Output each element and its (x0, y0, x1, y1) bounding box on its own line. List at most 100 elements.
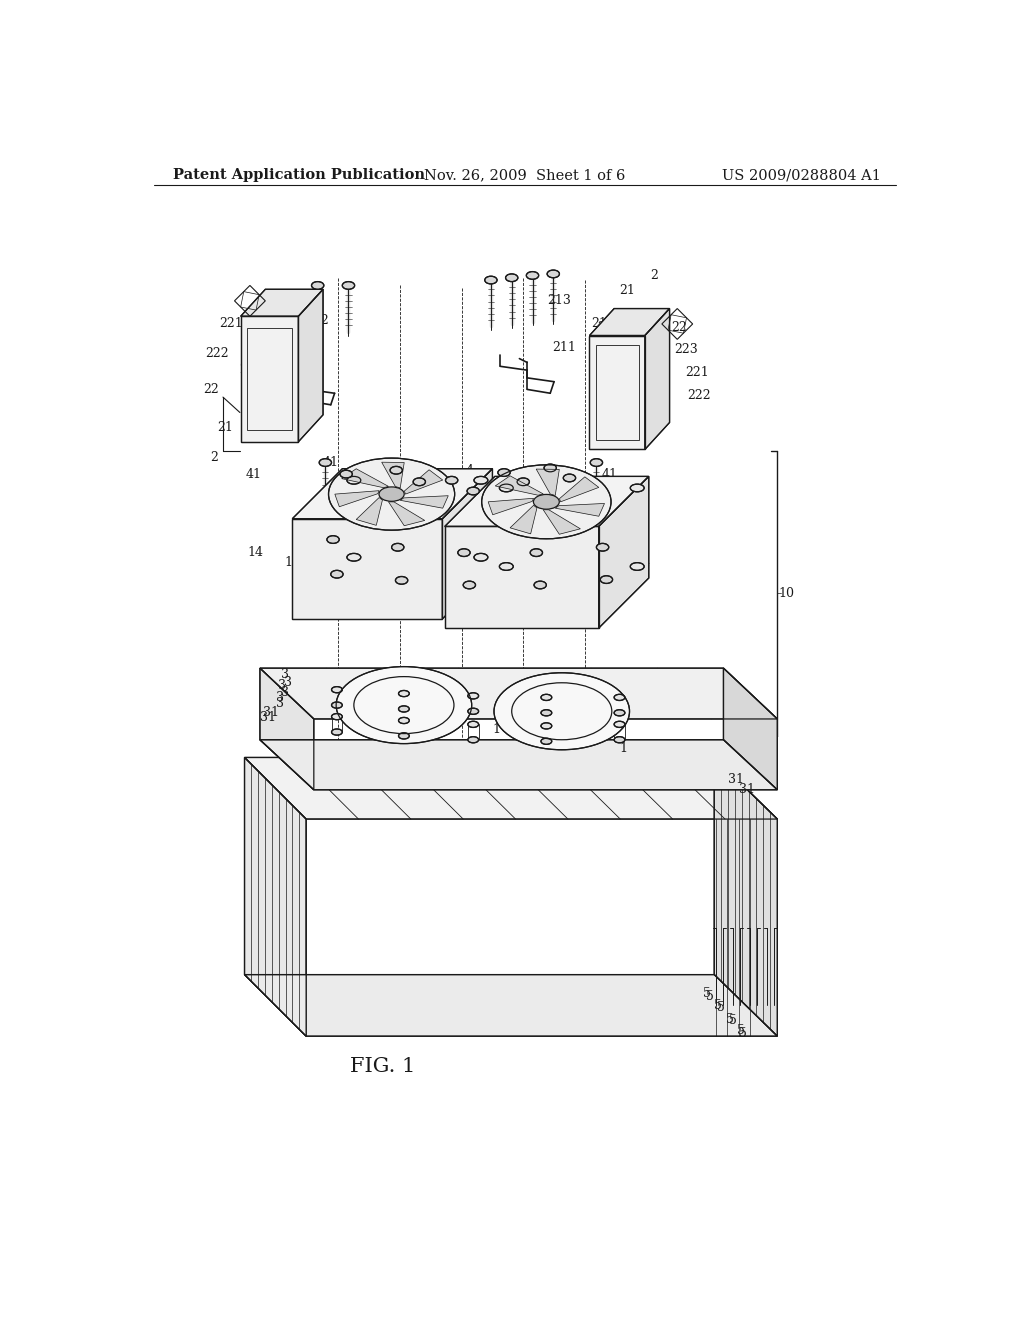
Polygon shape (260, 739, 777, 789)
Ellipse shape (463, 581, 475, 589)
Text: 5: 5 (717, 1001, 725, 1014)
Text: 1: 1 (620, 742, 628, 755)
Ellipse shape (413, 478, 425, 486)
Ellipse shape (468, 693, 478, 700)
Text: 2: 2 (210, 450, 218, 463)
Text: 31: 31 (736, 777, 753, 791)
Text: 41: 41 (524, 506, 541, 519)
Ellipse shape (600, 576, 612, 583)
Ellipse shape (398, 706, 410, 711)
Ellipse shape (631, 484, 644, 492)
Ellipse shape (347, 477, 360, 484)
Text: 212: 212 (606, 329, 630, 342)
Text: 13: 13 (535, 574, 551, 587)
Polygon shape (599, 477, 649, 628)
Polygon shape (404, 470, 442, 494)
Text: 31: 31 (727, 768, 743, 781)
Ellipse shape (332, 729, 342, 735)
Polygon shape (724, 668, 777, 789)
Text: 5: 5 (729, 1014, 736, 1027)
Ellipse shape (614, 737, 625, 743)
Polygon shape (537, 469, 559, 495)
Ellipse shape (468, 708, 478, 714)
Ellipse shape (311, 281, 324, 289)
Text: 41: 41 (546, 471, 562, 484)
Ellipse shape (347, 553, 360, 561)
Text: 5: 5 (714, 999, 722, 1012)
Ellipse shape (332, 714, 342, 719)
Ellipse shape (563, 474, 575, 482)
Ellipse shape (596, 544, 608, 552)
Polygon shape (590, 309, 670, 335)
Text: 3: 3 (281, 668, 289, 681)
Ellipse shape (530, 549, 543, 557)
Text: 215: 215 (622, 345, 645, 358)
Text: 21: 21 (620, 284, 635, 297)
Ellipse shape (541, 694, 552, 701)
Text: 22: 22 (203, 383, 218, 396)
Text: 41: 41 (423, 467, 439, 480)
Text: 223: 223 (675, 343, 698, 356)
Polygon shape (245, 974, 777, 1036)
Text: 222: 222 (205, 347, 228, 360)
Ellipse shape (481, 465, 611, 539)
Ellipse shape (500, 562, 513, 570)
Text: 213: 213 (547, 294, 570, 308)
Text: 211: 211 (552, 341, 577, 354)
Polygon shape (241, 317, 298, 442)
Ellipse shape (342, 281, 354, 289)
Text: 214: 214 (598, 345, 622, 358)
Text: 4: 4 (465, 463, 473, 477)
Ellipse shape (614, 710, 625, 715)
Polygon shape (292, 469, 493, 519)
Text: 41: 41 (601, 467, 617, 480)
Polygon shape (298, 289, 323, 442)
Text: 212: 212 (591, 337, 614, 350)
Ellipse shape (467, 487, 479, 495)
Polygon shape (543, 510, 581, 535)
Text: 13: 13 (436, 576, 453, 589)
Ellipse shape (544, 465, 556, 471)
Ellipse shape (331, 570, 343, 578)
Text: 41: 41 (388, 458, 404, 471)
Text: 3: 3 (275, 690, 284, 704)
Text: 3: 3 (275, 697, 284, 710)
Polygon shape (590, 335, 645, 449)
Text: 212: 212 (591, 317, 614, 330)
Text: 41: 41 (484, 574, 501, 587)
Text: 41: 41 (323, 455, 339, 469)
Ellipse shape (526, 272, 539, 280)
Text: 13: 13 (504, 566, 520, 579)
Text: 14: 14 (353, 546, 370, 560)
Text: 13: 13 (560, 574, 575, 587)
Text: 215: 215 (253, 351, 278, 363)
Polygon shape (292, 519, 442, 619)
Ellipse shape (535, 581, 547, 589)
Polygon shape (444, 527, 599, 628)
Polygon shape (555, 503, 604, 516)
Ellipse shape (319, 459, 332, 466)
Text: 10: 10 (778, 587, 795, 601)
Text: 5: 5 (738, 1027, 746, 1040)
Polygon shape (356, 498, 382, 525)
Ellipse shape (468, 737, 478, 743)
Text: 214: 214 (259, 358, 284, 371)
Ellipse shape (498, 469, 510, 477)
Ellipse shape (468, 721, 478, 727)
Text: 5: 5 (726, 1012, 733, 1026)
Text: 41: 41 (477, 483, 493, 496)
Polygon shape (444, 477, 649, 527)
Ellipse shape (398, 733, 410, 739)
Text: 213: 213 (239, 363, 262, 376)
Polygon shape (260, 668, 777, 719)
Text: 31: 31 (738, 783, 755, 796)
Ellipse shape (336, 667, 472, 743)
Polygon shape (510, 506, 537, 533)
Ellipse shape (494, 673, 630, 750)
Polygon shape (335, 491, 379, 507)
Text: 41: 41 (246, 467, 262, 480)
Ellipse shape (390, 466, 402, 474)
Ellipse shape (395, 577, 408, 585)
Text: 41: 41 (423, 504, 439, 517)
Text: 13: 13 (465, 582, 481, 594)
